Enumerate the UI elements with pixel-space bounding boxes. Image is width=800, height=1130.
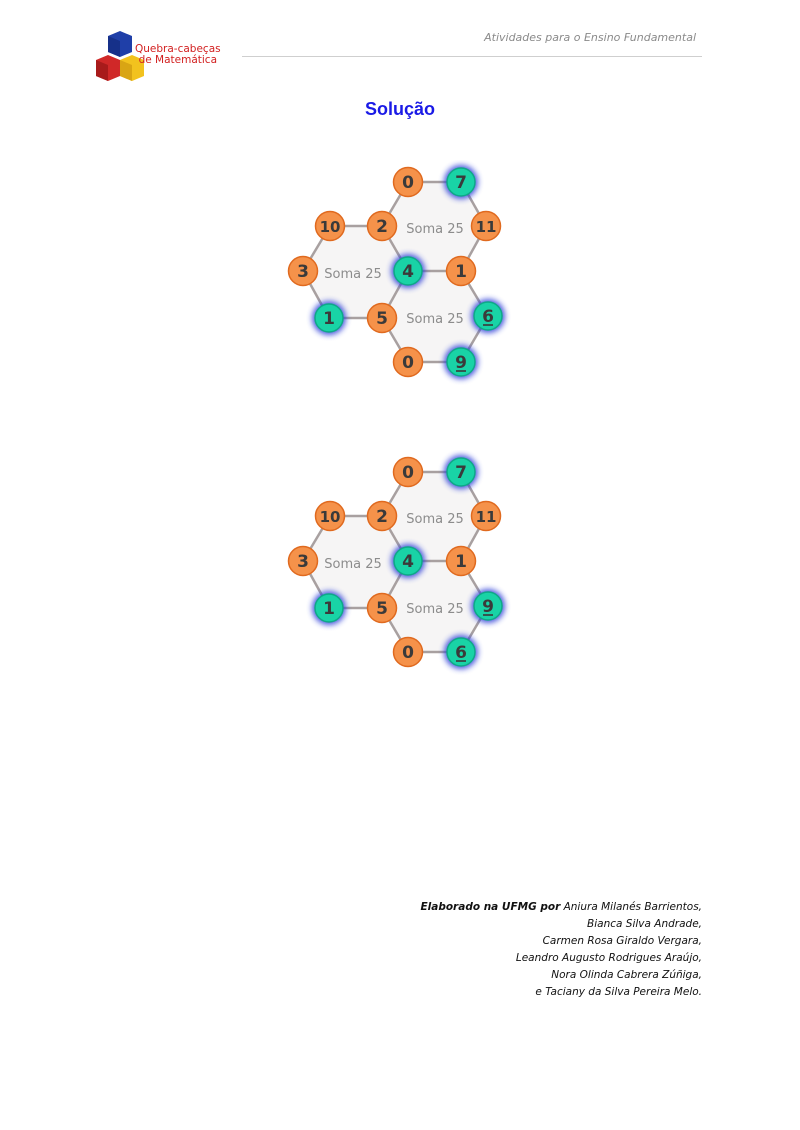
puzzle-2: Soma 25 Soma 25 Soma 25 0 7 10 2 11 3 4 1 1 5 9 0 6 [270,450,530,680]
node-b: 7 [444,455,478,489]
node-l: 0 [392,636,424,668]
hexagon-1 [382,472,486,561]
node-value: 0 [402,643,414,663]
node-c: 10 [314,500,346,532]
node-value: 1 [455,262,467,282]
node-f: 3 [287,545,319,577]
node-value: 7 [455,173,467,193]
node-i: 1 [312,591,346,625]
node-e: 11 [470,210,502,242]
node-value: 9 [482,597,494,617]
node-d: 2 [366,500,398,532]
hexagon-2 [303,226,408,318]
node-value: 6 [482,307,494,327]
credits-line-5: Nora Olinda Cabrera Zúñiga, [551,969,702,981]
node-value: 6 [455,643,467,663]
logo-line-2: de Matemática [138,54,218,66]
logo-text: Quebra-cabeças de Matemática [135,44,221,66]
credits-line-4: Leandro Augusto Rodrigues Araújo, [515,952,702,964]
credits-lead: Elaborado na UFMG por [420,901,561,913]
node-value: 2 [376,217,388,237]
logo-line-1: Quebra-cabeças [135,43,221,55]
node-value: 1 [455,552,467,572]
sum-label: Soma 25 [406,512,464,527]
node-value: 1 [323,599,335,619]
node-k: 6 [471,299,505,333]
hexagon-1 [382,182,486,271]
logo-cubes-icon [96,31,144,81]
hexagon-3 [382,271,488,362]
credits-line-6: e Taciany da Silva Pereira Melo. [535,986,702,998]
node-value: 10 [320,218,341,236]
node-b: 7 [444,165,478,199]
node-value: 3 [297,552,309,572]
node-value: 0 [402,463,414,483]
logo [96,31,144,81]
hexagon-2 [303,516,408,608]
node-d: 2 [366,210,398,242]
header-subtitle: Atividades para o Ensino Fundamental [484,31,696,44]
credits-line-1: Aniura Milanés Barrientos, [563,901,702,913]
node-g: 4 [391,544,425,578]
node-a: 0 [392,166,424,198]
puzzle-1: Soma 25 Soma 25 Soma 25 0 7 10 2 11 3 4 1 1 5 6 0 9 [270,160,530,390]
node-value: 11 [476,218,497,236]
hexagon-3 [382,561,488,652]
node-c: 10 [314,210,346,242]
node-value: 11 [476,508,497,526]
node-i: 1 [312,301,346,335]
node-m: 6 [444,635,478,669]
node-j: 5 [366,592,398,624]
node-f: 3 [287,255,319,287]
node-l: 0 [392,346,424,378]
node-value: 2 [376,507,388,527]
node-value: 9 [455,353,467,373]
node-k: 9 [471,589,505,623]
node-h: 1 [445,255,477,287]
sum-label: Soma 25 [324,557,382,572]
node-value: 10 [320,508,341,526]
node-value: 3 [297,262,309,282]
node-g: 4 [391,254,425,288]
node-h: 1 [445,545,477,577]
node-value: 0 [402,173,414,193]
sum-label: Soma 25 [406,312,464,327]
credits-line-0: Elaborado na UFMG por Aniura Milanés Bar… [420,899,702,916]
node-a: 0 [392,456,424,488]
credits: Elaborado na UFMG por Aniura Milanés Bar… [420,899,702,1001]
node-value: 4 [402,262,414,282]
node-value: 5 [376,599,388,619]
node-value: 5 [376,309,388,329]
node-m: 9 [444,345,478,379]
node-e: 11 [470,500,502,532]
node-value: 7 [455,463,467,483]
node-j: 5 [366,302,398,334]
sum-label: Soma 25 [324,267,382,282]
header-rule [242,56,702,57]
node-value: 0 [402,353,414,373]
credits-line-2: Bianca Silva Andrade, [587,918,702,930]
node-value: 4 [402,552,414,572]
node-value: 1 [323,309,335,329]
sum-label: Soma 25 [406,602,464,617]
credits-line-3: Carmen Rosa Giraldo Vergara, [542,935,702,947]
sum-label: Soma 25 [406,222,464,237]
page-title: Solução [364,99,435,119]
